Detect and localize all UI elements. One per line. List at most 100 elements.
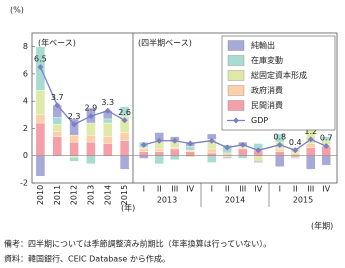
legend-swatch — [227, 55, 245, 66]
legend-label: 総固定資本形成 — [251, 70, 307, 80]
gdp-marker — [104, 107, 111, 114]
bar-segment — [69, 156, 79, 162]
bar-segment — [119, 106, 130, 117]
bar-segment — [69, 135, 79, 143]
bar-segment — [69, 141, 79, 156]
legend-label: 在庫変動 — [251, 55, 283, 65]
bar-segment — [185, 145, 195, 151]
data-label: 6.5 — [34, 55, 47, 64]
bar-segment — [275, 151, 285, 156]
bar-segment — [35, 155, 46, 177]
legend-label: 純輸出 — [251, 40, 275, 50]
y-tick-label: 6 — [23, 69, 28, 78]
x-tick-label: 2011 — [53, 185, 62, 205]
legend-marker — [233, 117, 239, 124]
gdp-marker — [292, 147, 299, 154]
legend-swatch — [227, 40, 245, 51]
x-tick-label: 2013 — [86, 185, 95, 205]
bar-segment — [207, 148, 217, 154]
bar-segment — [207, 155, 217, 163]
bar-segment — [154, 148, 164, 152]
data-label: 0.7 — [320, 134, 333, 143]
bar-segment — [35, 90, 46, 116]
bar-segment — [207, 152, 217, 156]
gdp-marker — [276, 141, 283, 148]
bar-segment — [154, 155, 164, 165]
bar-segment — [52, 130, 62, 137]
data-label: 3.3 — [101, 98, 114, 107]
data-label: 2.3 — [68, 112, 81, 121]
gdp-marker — [171, 137, 178, 144]
legend-label: 民間消費 — [251, 100, 283, 110]
bar-segment — [253, 160, 263, 163]
legend-box — [221, 35, 336, 131]
bar-segment — [306, 155, 316, 170]
gdp-marker — [187, 140, 194, 147]
x-tick-label: 2010 — [36, 185, 45, 205]
bar-segment — [119, 155, 130, 170]
gdp-line — [39, 66, 125, 126]
bar-segment — [103, 143, 113, 156]
gdp-marker — [307, 136, 314, 143]
x-tick-label: I — [279, 185, 281, 194]
bar-segment — [52, 124, 62, 132]
plot-area — [31, 32, 338, 184]
x-tick-label: 2012 — [70, 185, 79, 205]
gdp-marker — [37, 64, 44, 71]
legend-swatch — [227, 100, 245, 111]
y-axis-label: (%) — [10, 6, 24, 15]
note: 資料：韓国銀行、CEIC Database から作成。 — [4, 254, 170, 264]
bar-segment — [290, 152, 300, 156]
x-tick-label: IV — [186, 185, 194, 194]
bar-segment — [35, 122, 46, 156]
gdp-marker — [87, 113, 94, 120]
y-tick-label: 0 — [23, 151, 28, 160]
bar-segment — [275, 148, 285, 152]
bar-segment — [139, 155, 149, 159]
axis-unit: (年) — [121, 203, 135, 213]
data-label: 2.9 — [85, 104, 98, 113]
bar-segment — [103, 122, 113, 137]
gdp-marker — [71, 121, 78, 128]
x-tick-label: IV — [322, 185, 330, 194]
bar-segment — [86, 122, 96, 136]
gdp-marker — [54, 102, 61, 109]
bar-segment — [119, 132, 130, 141]
legend-label: GDP — [251, 116, 268, 125]
bar-segment — [238, 148, 248, 156]
gdp-marker — [323, 143, 330, 150]
x-tick-label: 2014 — [103, 185, 112, 205]
x-tick-label: IV — [254, 185, 262, 194]
bar-segment — [238, 155, 248, 159]
bar-segment — [185, 150, 195, 152]
bar-segment — [222, 156, 232, 159]
gdp-marker — [255, 147, 262, 154]
x-tick-label: III — [171, 185, 178, 194]
bar-segment — [35, 114, 46, 124]
data-label: 2.6 — [118, 108, 131, 117]
bar-segment — [139, 151, 149, 156]
legend-swatch — [227, 70, 245, 81]
gdp-marker — [208, 137, 215, 144]
bar-segment — [119, 140, 130, 156]
panel-label: (年ベース) — [38, 38, 76, 48]
gdp-marker — [140, 141, 147, 148]
bar-segment — [154, 151, 164, 156]
legend-swatch — [227, 85, 245, 96]
bar-segment — [103, 118, 113, 124]
bar-segment — [321, 155, 331, 166]
x-tick-label: I — [211, 185, 213, 194]
x-tick-label: III — [239, 185, 246, 194]
gdp-marker — [156, 137, 163, 144]
bar-segment — [306, 147, 316, 156]
data-label: 0.8 — [273, 132, 286, 141]
y-tick-label: -2 — [20, 179, 28, 188]
x-tick-label: II — [225, 185, 230, 194]
bar-segment — [170, 155, 180, 161]
bar-segment — [306, 143, 316, 148]
gdp-marker — [239, 141, 246, 148]
gdp-marker — [224, 144, 231, 151]
bar-segment — [103, 136, 113, 144]
bar-segment — [86, 155, 96, 165]
